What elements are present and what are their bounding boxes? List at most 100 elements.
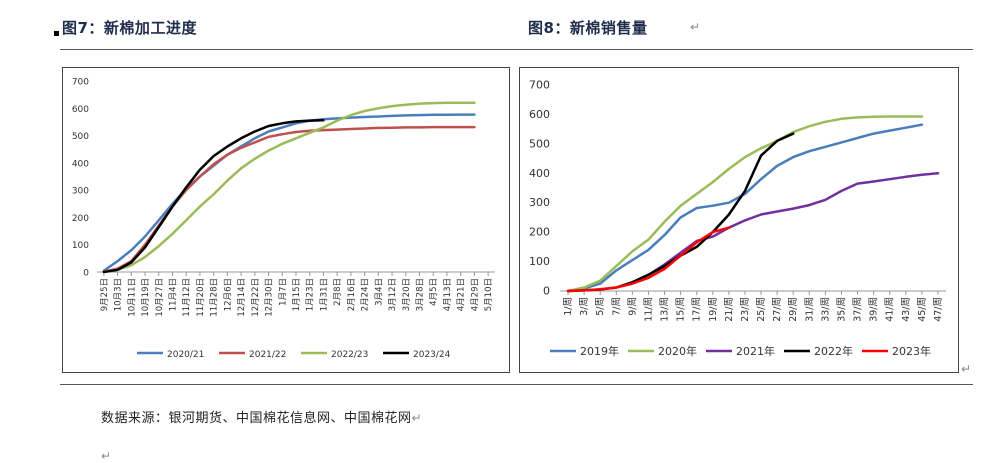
x-tick-label-1-17: 2月8日	[333, 278, 343, 306]
series-line-2-1-0	[566, 115, 924, 293]
x-tick-label-2-1: 3/周	[579, 297, 590, 316]
y-tick-label-2-6: 600	[529, 108, 550, 121]
x-tick-label-1-0: 9月25日	[100, 278, 110, 311]
x-tick-label-1-27: 4月29日	[470, 278, 480, 311]
y-tick-label-2-1: 100	[529, 255, 550, 268]
x-tick-label-2-9: 19/周	[708, 297, 719, 322]
x-tick-label-2-7: 15/周	[676, 297, 687, 322]
source-paragraph-mark: ↵	[411, 411, 423, 425]
x-tick-label-2-2: 5/周	[595, 297, 606, 316]
x-tick-label-1-8: 11月28日	[210, 278, 220, 317]
x-tick-label-2-11: 23/周	[740, 297, 751, 322]
y-tick-label-2-5: 500	[529, 137, 550, 150]
y-tick-label-2-7: 700	[529, 79, 550, 92]
x-tick-label-2-12: 25/周	[756, 297, 767, 322]
right-figure-title: 图8：新棉销售量	[528, 19, 648, 37]
series-line-2-4-0	[566, 226, 731, 293]
paragraph-mark: ↵	[690, 20, 701, 34]
y-tick-label-1-4: 400	[72, 159, 89, 169]
x-tick-label-1-16: 1月31日	[319, 278, 329, 311]
x-tick-label-1-14: 1月15日	[292, 278, 302, 311]
y-tick-label-1-7: 700	[72, 78, 89, 88]
x-tick-label-2-4: 9/周	[627, 297, 638, 316]
legend-label-2-1: 2020年	[658, 344, 697, 358]
x-tick-label-2-3: 7/周	[611, 297, 622, 316]
x-tick-label-2-5: 11/周	[643, 297, 654, 322]
x-tick-label-2-23: 47/周	[933, 297, 944, 322]
x-tick-label-2-14: 29/周	[788, 297, 799, 322]
x-tick-label-2-17: 35/周	[836, 297, 847, 322]
x-tick-label-1-23: 3月28日	[416, 278, 426, 311]
x-tick-label-2-22: 45/周	[917, 297, 928, 322]
trailing-paragraph-mark: ↵	[101, 449, 112, 463]
y-tick-label-1-3: 300	[72, 187, 89, 197]
chart-sales-volume: 0 100 200 300 400 500 600 700 1/周 3/周 5/周 7/周 9/周 11/…	[519, 67, 959, 373]
x-tick-label-1-24: 4月5日	[429, 278, 439, 306]
legend-label-2-2: 2021年	[736, 344, 775, 358]
series-line-1-2-0	[102, 101, 476, 273]
x-tick-label-1-10: 12月14日	[237, 278, 247, 317]
legend-label-1-3: 2023/24	[413, 350, 451, 360]
x-tick-label-2-16: 33/周	[820, 297, 831, 322]
x-tick-label-1-6: 11月12日	[182, 278, 192, 317]
x-tick-label-2-15: 31/周	[804, 297, 815, 322]
y-tick-label-1-0: 0	[83, 269, 89, 279]
legend-label-2-0: 2019年	[580, 344, 619, 358]
series-line-2-3-0	[566, 132, 795, 293]
legend-label-1-0: 2020/21	[167, 350, 204, 360]
x-tick-label-1-4: 10月27日	[155, 278, 165, 317]
data-source-note: 数据来源：银河期货、中国棉花信息网、中国棉花网↵	[101, 407, 422, 426]
x-tick-label-1-3: 10月19日	[141, 278, 151, 317]
y-tick-label-2-3: 300	[529, 196, 550, 209]
left-figure-title: 图7：新棉加工进度	[62, 19, 197, 37]
x-tick-label-1-11: 12月22日	[251, 278, 261, 317]
legend-label-2-3: 2022年	[814, 344, 853, 358]
bullet-marker	[54, 31, 59, 36]
x-tick-label-1-20: 3月4日	[374, 278, 384, 306]
x-tick-label-2-8: 17/周	[692, 297, 703, 322]
x-tick-label-2-6: 13/周	[660, 297, 671, 322]
y-tick-label-1-2: 200	[72, 214, 89, 224]
y-tick-label-1-1: 100	[72, 241, 89, 251]
series-line-2-2-0	[631, 172, 940, 284]
x-tick-label-1-26: 4月21日	[457, 278, 467, 311]
x-tick-label-1-21: 3月12日	[388, 278, 398, 311]
x-tick-label-1-12: 12月30日	[265, 278, 275, 317]
x-tick-label-1-18: 2月16日	[347, 278, 357, 311]
x-tick-label-2-10: 21/周	[724, 297, 735, 322]
legend-label-1-2: 2022/23	[331, 350, 368, 360]
y-tick-label-2-2: 200	[529, 226, 550, 239]
y-tick-label-1-5: 500	[72, 132, 89, 142]
x-tick-label-1-7: 11月20日	[196, 278, 206, 317]
bottom-rule	[60, 384, 973, 385]
chart1-svg: 0 100 200 300 400 500 600 700 9月25日 10月3日 10月11日 10…	[72, 78, 495, 360]
legend-label-2-4: 2023年	[892, 344, 931, 358]
y-tick-label-2-0: 0	[543, 285, 550, 298]
x-tick-label-1-13: 1月7日	[278, 278, 288, 306]
x-tick-label-2-0: 1/周	[563, 297, 574, 316]
chart2-svg: 0 100 200 300 400 500 600 700 1/周 3/周 5/周 7/周 9/周 11/…	[529, 79, 946, 358]
x-tick-label-1-2: 10月11日	[127, 278, 137, 317]
x-tick-label-2-18: 37/周	[853, 297, 864, 322]
x-tick-label-1-15: 1月23日	[306, 278, 316, 311]
x-tick-label-2-13: 27/周	[772, 297, 783, 322]
x-tick-label-2-19: 39/周	[869, 297, 880, 322]
x-tick-label-2-21: 43/周	[901, 297, 912, 322]
x-tick-label-1-25: 4月13日	[443, 278, 453, 311]
data-source-text: 数据来源：银河期货、中国棉花信息网、中国棉花网	[101, 411, 412, 426]
chart-processing-progress: 0 100 200 300 400 500 600 700 9月25日 10月3日 10月11日 10…	[62, 67, 510, 373]
series-line-1-0-0	[102, 113, 476, 272]
x-tick-label-1-1: 10月3日	[114, 278, 124, 311]
x-tick-label-1-22: 3月20日	[402, 278, 412, 311]
y-tick-label-1-6: 600	[72, 105, 89, 115]
series-line-2-0-0	[566, 123, 924, 293]
y-tick-label-2-4: 400	[529, 167, 550, 180]
x-tick-label-2-20: 41/周	[885, 297, 896, 322]
top-rule	[60, 49, 973, 50]
chart-paragraph-mark: ↵	[961, 362, 972, 376]
x-tick-label-1-28: 5月10日	[484, 278, 494, 311]
series-line-1-1-0	[102, 125, 476, 273]
x-tick-label-1-19: 2月24日	[361, 278, 371, 311]
x-tick-label-1-5: 11月4日	[168, 278, 178, 311]
series-line-1-3-0	[102, 119, 325, 274]
